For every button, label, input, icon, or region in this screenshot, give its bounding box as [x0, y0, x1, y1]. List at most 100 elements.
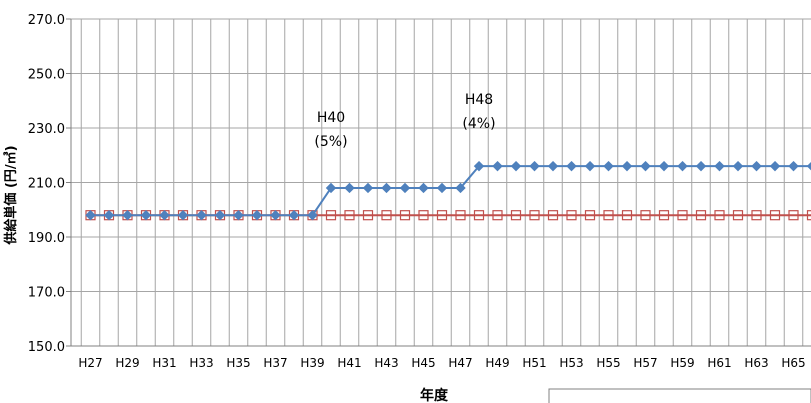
data-point [714, 160, 725, 172]
series-layer [85, 160, 811, 221]
data-point [473, 160, 485, 172]
annotation-label: (5%) [314, 134, 347, 150]
data-point [677, 210, 688, 221]
data-point [566, 210, 577, 221]
data-point [455, 210, 466, 221]
data-point [510, 160, 522, 172]
data-point [510, 210, 522, 221]
x-tick-label: H53 [559, 356, 583, 370]
x-tick-label: H29 [115, 356, 139, 370]
data-point [529, 210, 540, 221]
data-point [436, 182, 448, 194]
data-point [344, 210, 355, 221]
data-point [344, 182, 355, 194]
x-tick-label: H37 [263, 356, 287, 370]
data-point [751, 160, 762, 172]
data-point [418, 182, 429, 194]
y-axis-label: 供給単価 (円/㎥) [3, 145, 19, 245]
data-point [473, 210, 485, 221]
data-point [214, 209, 226, 221]
x-tick-label: H65 [781, 356, 805, 370]
data-point [529, 160, 540, 172]
data-point [399, 182, 411, 194]
data-point [399, 210, 411, 221]
data-point [714, 210, 725, 221]
data-point [418, 210, 429, 221]
data-point [806, 161, 811, 171]
data-point [566, 160, 577, 172]
x-tick-label: H31 [152, 356, 176, 370]
y-tick-label: 230.0 [28, 122, 65, 137]
annotation-label: H48 [465, 92, 493, 108]
data-point [381, 210, 392, 221]
y-tick-label: 150.0 [28, 340, 65, 355]
data-point [695, 210, 707, 221]
data-point [159, 209, 170, 221]
x-tick-label: H47 [448, 356, 472, 370]
x-tick-label: H55 [596, 356, 620, 370]
data-point [584, 210, 596, 221]
data-point [640, 160, 651, 172]
grid [71, 18, 811, 347]
x-tick-label: H59 [670, 356, 694, 370]
data-point [307, 209, 318, 221]
y-tick-label: 270.0 [28, 13, 65, 28]
data-point [769, 160, 781, 172]
x-tick-label: H27 [78, 356, 102, 370]
x-axis-label: 年度 [420, 387, 449, 403]
data-point [547, 210, 559, 221]
data-point [751, 210, 762, 221]
data-point [788, 160, 799, 172]
series-1 [85, 160, 811, 221]
x-tick-label: H41 [337, 356, 361, 370]
data-point [455, 182, 466, 194]
data-point [362, 182, 374, 194]
data-point [732, 160, 744, 172]
data-point [122, 209, 133, 221]
x-tick-label: H57 [633, 356, 657, 370]
data-point [695, 160, 707, 172]
data-point [288, 209, 300, 221]
series-line [90, 165, 811, 217]
data-point [621, 160, 633, 172]
data-point [177, 209, 189, 221]
y-tick-label: 210.0 [28, 177, 65, 192]
data-point [251, 209, 263, 221]
annotation-label: (4%) [462, 116, 495, 132]
data-point [362, 210, 374, 221]
x-tick-label: H45 [411, 356, 435, 370]
data-point [196, 209, 207, 221]
data-point [547, 160, 559, 172]
x-tick-label: H61 [707, 356, 731, 370]
data-point [325, 182, 337, 194]
x-tick-label: H43 [374, 356, 398, 370]
data-point [677, 160, 688, 172]
y-tick-label: 170.0 [28, 286, 65, 301]
data-point [85, 209, 96, 221]
data-point [658, 210, 670, 221]
x-tick-label: H39 [300, 356, 324, 370]
axes [66, 18, 811, 347]
data-point [640, 210, 651, 221]
data-point [103, 209, 115, 221]
y-tick-label: 190.0 [28, 231, 65, 246]
data-point [769, 210, 781, 221]
data-point [603, 210, 614, 221]
data-point [603, 160, 614, 172]
data-point [621, 210, 633, 221]
x-tick-label: H33 [189, 356, 213, 370]
data-point [325, 210, 337, 221]
label-layer: 150.0 170.0 190.0 210.0 230.0 250.0 270.0 H27 H2… [28, 13, 806, 370]
data-point [732, 210, 744, 221]
x-tick-label: H35 [226, 356, 250, 370]
data-point [584, 160, 596, 172]
x-tick-label: H63 [744, 356, 768, 370]
data-point [788, 210, 799, 221]
x-tick-label: H49 [485, 356, 509, 370]
data-point [270, 209, 281, 221]
data-point [436, 210, 448, 221]
data-point [381, 182, 392, 194]
data-point [658, 160, 670, 172]
data-point [806, 210, 811, 221]
